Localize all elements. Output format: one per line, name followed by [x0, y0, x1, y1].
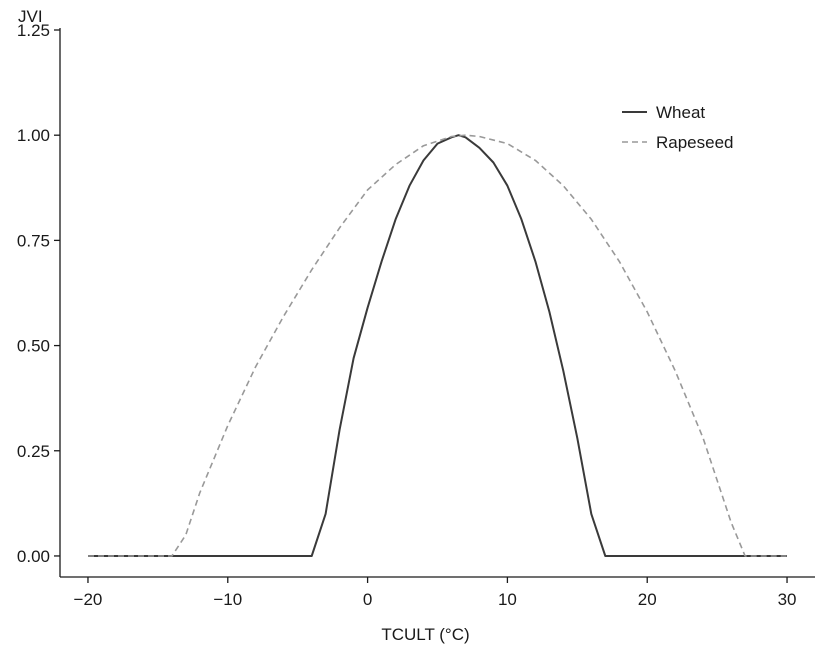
- series-line-wheat: [88, 134, 787, 557]
- y-tick-label: 1.25: [17, 21, 50, 40]
- axes-layer: 0.00 0.25 0.50 0.75 1.00 1.25 −20 −10 0 10 20 30 JVI…: [17, 7, 815, 644]
- y-tick-label: 1.00: [17, 126, 50, 145]
- x-tick-label: 10: [498, 590, 517, 609]
- x-tick-label: 0: [363, 590, 372, 609]
- series-layer: [88, 134, 787, 557]
- x-tick-label: −10: [213, 590, 242, 609]
- legend-label-wheat: Wheat: [656, 103, 705, 122]
- y-tick-label: 0.75: [17, 231, 50, 250]
- series-line-rapeseed: [88, 134, 787, 557]
- legend: Wheat Rapeseed: [622, 103, 734, 152]
- y-tick-label: 0.50: [17, 337, 50, 356]
- legend-label-rapeseed: Rapeseed: [656, 133, 734, 152]
- x-tick-label: 30: [778, 590, 797, 609]
- y-tick-label: 0.25: [17, 442, 50, 461]
- x-tick-label: −20: [74, 590, 103, 609]
- y-tick-label: 0.00: [17, 547, 50, 566]
- y-axis-title: JVI: [18, 7, 43, 26]
- x-tick-label: 20: [638, 590, 657, 609]
- x-axis-title: TCULT (°C): [381, 625, 469, 644]
